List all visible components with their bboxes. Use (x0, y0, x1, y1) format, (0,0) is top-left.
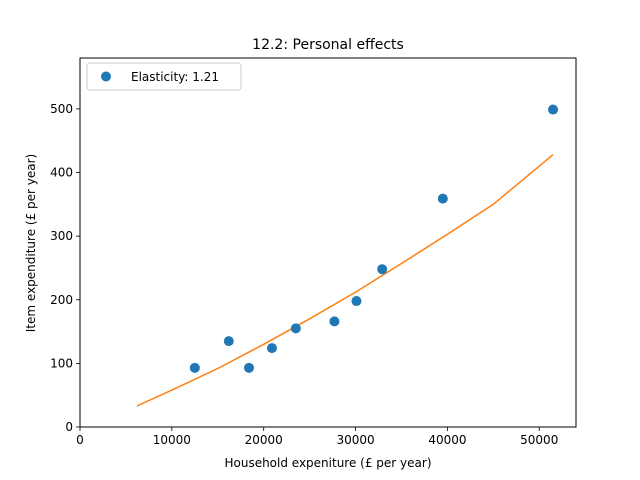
x-tick-label: 40000 (428, 433, 466, 447)
data-point (244, 362, 255, 373)
x-axis-label: Household expeniture (£ per year) (224, 456, 431, 470)
axes-frame (79, 57, 577, 428)
legend-entry-label: Elasticity: 1.21 (131, 70, 219, 84)
x-tick-label: 20000 (245, 433, 283, 447)
plot-area: 0 10000 20000 30000 40000 50000 0 100 200 300 400 5… (50, 57, 577, 447)
x-tick-label: 0 (76, 433, 84, 447)
data-point (329, 316, 340, 327)
y-tick-label: 400 (50, 166, 73, 180)
x-tick-label: 10000 (153, 433, 191, 447)
y-tick-label: 200 (50, 293, 73, 307)
data-point (189, 362, 200, 373)
data-point (290, 323, 301, 334)
data-point (437, 193, 448, 204)
data-point (548, 104, 559, 115)
data-point (351, 296, 362, 307)
y-tick-label: 300 (50, 229, 73, 243)
data-point (266, 343, 277, 354)
legend-marker (101, 71, 111, 82)
y-tick-label: 100 (50, 356, 73, 370)
y-tick-label: 500 (50, 102, 73, 116)
data-point (377, 264, 388, 275)
x-tick-label: 50000 (520, 433, 558, 447)
y-axis-label: Item expenditure (£ per year) (24, 154, 38, 332)
data-point (223, 336, 234, 347)
fit-line (136, 154, 554, 407)
y-tick-label: 0 (65, 420, 73, 434)
x-tick-label: 30000 (336, 433, 374, 447)
legend-frame (86, 62, 242, 91)
legend: Elasticity: 1.21 (86, 62, 242, 91)
chart-title: 12.2: Personal effects (252, 37, 404, 53)
